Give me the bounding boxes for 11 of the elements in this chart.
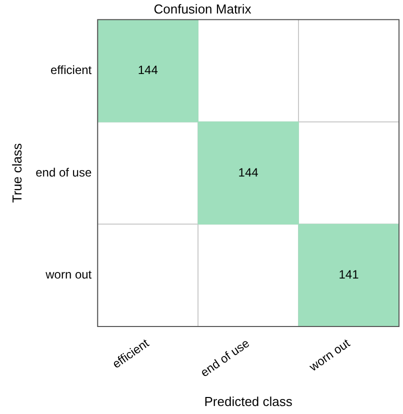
y-tick-label: efficient — [50, 63, 92, 78]
x-tick-label: worn out — [306, 336, 353, 375]
chart-title: Confusion Matrix — [154, 1, 252, 16]
y-tick-label: end of use — [36, 165, 92, 180]
y-tick-label: worn out — [44, 268, 92, 282]
data-label: 144 — [238, 165, 259, 180]
x-tick-label: end of use — [198, 336, 252, 380]
x-axis-title: Predicted class — [204, 394, 293, 409]
y-axis-title: True class — [9, 142, 24, 203]
data-label: 144 — [138, 63, 158, 78]
data-label: 141 — [338, 268, 360, 282]
